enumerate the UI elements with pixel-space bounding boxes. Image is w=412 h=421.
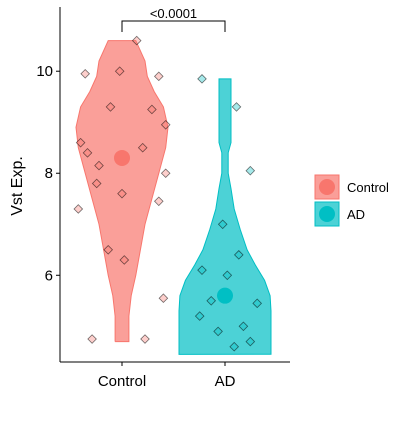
significance-label: <0.0001 bbox=[150, 6, 197, 21]
data-point-control bbox=[153, 71, 164, 82]
data-point-ad bbox=[233, 250, 244, 260]
y-axis-title: Vst Exp. bbox=[9, 156, 26, 216]
y-tick-label: 10 bbox=[36, 63, 53, 80]
data-point-control bbox=[105, 102, 116, 112]
data-point-ad bbox=[238, 321, 249, 332]
data-point-control bbox=[137, 142, 148, 153]
violin-control bbox=[75, 40, 169, 343]
legend-label-control: Control bbox=[347, 180, 389, 195]
data-point-control bbox=[80, 68, 91, 79]
data-point-control bbox=[158, 293, 169, 304]
y-tick-label: 8 bbox=[45, 165, 53, 182]
data-point-control bbox=[87, 334, 97, 344]
data-point-control bbox=[117, 188, 127, 199]
legend-marker-control bbox=[319, 179, 335, 195]
data-point-ad bbox=[245, 165, 256, 176]
data-point-ad bbox=[194, 311, 205, 321]
data-point-control bbox=[73, 204, 84, 214]
data-point-ad bbox=[217, 219, 228, 230]
data-point-ad bbox=[197, 74, 207, 84]
y-tick-label: 6 bbox=[45, 267, 53, 284]
data-point-control bbox=[160, 168, 171, 179]
data-point-control bbox=[160, 119, 171, 130]
data-point-control bbox=[75, 137, 86, 148]
data-point-control bbox=[94, 160, 104, 171]
legend: Control AD bbox=[314, 174, 389, 227]
data-point-ad bbox=[229, 341, 240, 352]
data-point-control bbox=[91, 178, 102, 189]
legend-label-ad: AD bbox=[347, 207, 365, 222]
x-tick-label: AD bbox=[215, 373, 236, 390]
data-point-control bbox=[114, 66, 125, 77]
median-point-ad bbox=[217, 287, 233, 304]
data-point-ad bbox=[206, 295, 217, 306]
data-point-ad bbox=[222, 270, 233, 281]
x-tick-label: Control bbox=[98, 373, 146, 390]
data-point-ad bbox=[252, 298, 263, 309]
data-point-control bbox=[119, 255, 130, 265]
data-point-control bbox=[140, 334, 150, 344]
median-point-control bbox=[114, 149, 130, 166]
data-point-control bbox=[147, 104, 157, 115]
violin-ad bbox=[178, 78, 272, 355]
data-point-control bbox=[82, 148, 93, 158]
data-point-ad bbox=[197, 265, 207, 275]
data-point-control bbox=[131, 35, 142, 46]
data-point-ad bbox=[245, 336, 256, 347]
data-point-ad bbox=[231, 102, 242, 112]
data-point-control bbox=[153, 196, 164, 207]
significance-bracket bbox=[121, 20, 226, 32]
data-point-ad bbox=[213, 326, 223, 337]
legend-marker-ad bbox=[319, 206, 335, 222]
data-point-control bbox=[103, 244, 114, 255]
